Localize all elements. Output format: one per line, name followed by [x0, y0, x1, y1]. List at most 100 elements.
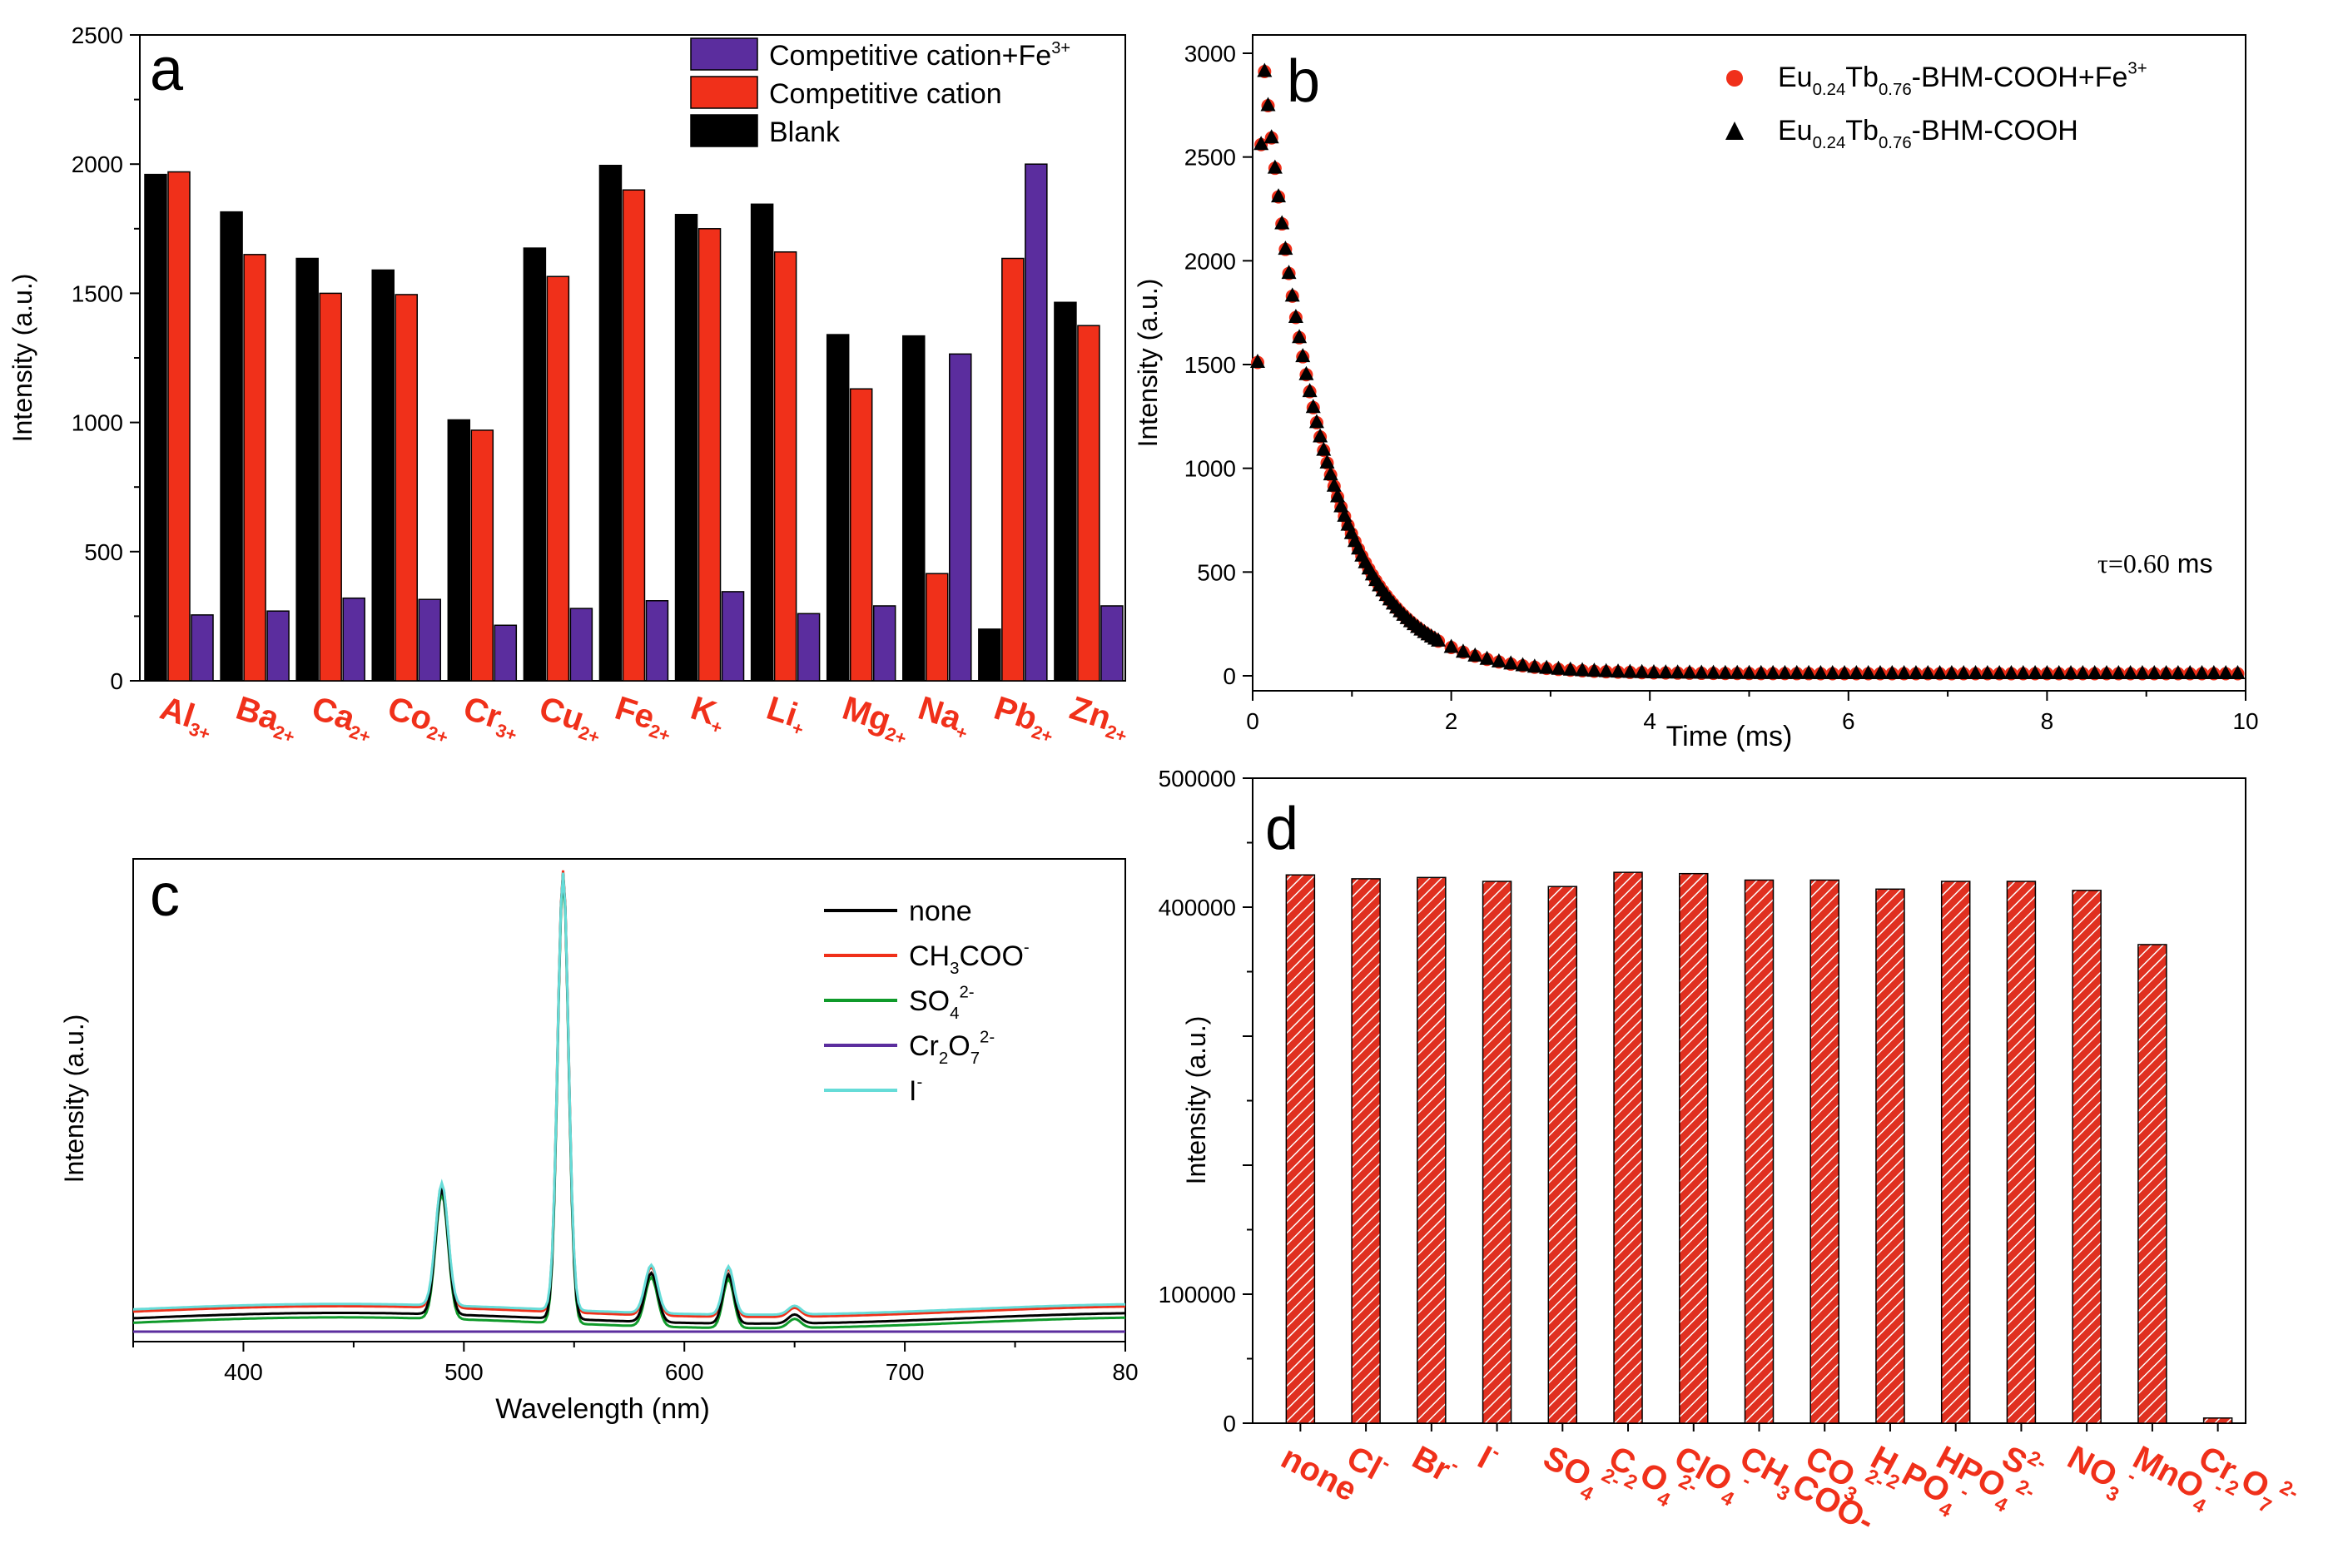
legend-label-part: 0.24 — [1813, 134, 1846, 152]
bar-black — [1054, 301, 1077, 682]
x-tick-label: 10 — [2232, 708, 2258, 734]
decay-point-black — [1622, 663, 1638, 678]
legend-text: Competitive cation — [769, 78, 1002, 110]
decay-point-black — [1694, 664, 1710, 679]
decay-point-black — [2122, 665, 2138, 680]
decay-point-black — [1551, 660, 1566, 675]
bar-red — [697, 228, 722, 682]
y-tick-label: 500 — [1197, 559, 1236, 585]
decay-point-black — [1302, 383, 1318, 398]
decay-point-black — [1526, 658, 1542, 673]
decay-point-black — [1908, 664, 1924, 679]
decay-point-black — [1896, 664, 1912, 679]
legend-label-part: Cr — [909, 1030, 939, 1062]
y-tick-label: 500000 — [1159, 766, 1236, 791]
decay-point-black — [1326, 477, 1342, 492]
bar-red — [622, 189, 646, 682]
bar-hatched — [1744, 879, 1775, 1424]
decay-point-black — [1634, 663, 1650, 678]
x-tick-label: 2 — [1445, 708, 1458, 734]
category-label: Cu2+ — [534, 690, 608, 748]
decay-point-black — [1849, 664, 1864, 679]
decay-point-black — [1992, 665, 2008, 680]
decay-point-black — [1801, 664, 1817, 679]
y-tick-label: 1000 — [1184, 456, 1236, 482]
bar-red — [1001, 257, 1025, 682]
y-tick-label: 500 — [84, 539, 123, 565]
y-tick-label: 0 — [1223, 663, 1236, 689]
decay-point-black — [1705, 664, 1721, 679]
panel-b: 0 500 1000 1500 2000 2500 3000 0 2 4 6 8 10 Time (ms)… — [1133, 34, 2259, 752]
tau-value: τ=0.60 — [2097, 548, 2170, 578]
category-label: Ca2+ — [306, 690, 379, 747]
y-axis-label: Intensity (a.u.) — [1133, 279, 1163, 448]
x-tick-label: 700 — [886, 1359, 925, 1385]
decay-point-black — [1968, 665, 1983, 680]
decay-point-black — [2098, 665, 2114, 680]
category-label: Br-​ — [1407, 1437, 1464, 1492]
legend-label-part: 2 — [939, 1049, 948, 1068]
decay-point-black — [2170, 665, 2186, 680]
panel-a: 0 500 1000 1500 2000 2500 Intensity (a.u.) Al3+… — [7, 22, 1135, 749]
legend-label-part: 7 — [970, 1049, 980, 1068]
decay-point-black — [1860, 664, 1876, 679]
legend-label-part: O — [948, 1030, 970, 1062]
decay-point-black — [1575, 662, 1591, 677]
bar-black — [371, 269, 395, 682]
tau-unit: ms — [2170, 548, 2213, 578]
decay-point-black — [1295, 348, 1311, 363]
legend-label: I-​ — [909, 1074, 922, 1107]
y-tick-label: 100000 — [1159, 1282, 1236, 1307]
bar-black — [674, 213, 698, 682]
bar-hatched — [2202, 1417, 2233, 1424]
decay-point-black — [1323, 466, 1338, 481]
decay-point-black — [1658, 664, 1674, 679]
decay-point-black — [1611, 663, 1626, 678]
tau-annotation: τ=0.60 ms — [2097, 548, 2212, 578]
panel-label: d — [1265, 796, 1298, 862]
decay-point-black — [2182, 665, 2198, 680]
legend-label-part: I — [909, 1075, 916, 1107]
bar-red — [546, 275, 570, 682]
bar-purple — [494, 624, 518, 682]
bar-hatched — [2072, 890, 2102, 1424]
legend-label: none — [909, 896, 972, 927]
bar-black — [220, 211, 243, 682]
x-tick-label: 600 — [665, 1359, 704, 1385]
bar-purple — [797, 613, 821, 682]
x-tick-label: 500 — [444, 1359, 484, 1385]
decay-point-black — [1278, 241, 1293, 256]
decay-point-black — [1292, 329, 1308, 344]
category-label-part: Br — [1407, 1439, 1457, 1489]
decay-point-black — [1503, 655, 1519, 670]
decay-point-black — [1562, 661, 1578, 676]
legend-label-part: 4 — [950, 1005, 959, 1023]
decay-point-black — [1717, 664, 1733, 679]
legend-label: Cr2​O7​2-​ — [909, 1029, 995, 1069]
y-tick-label: 3000 — [1184, 41, 1236, 67]
legend-text: Competitive cation+Fe — [769, 40, 1051, 72]
decay-point-black — [1263, 129, 1279, 144]
decay-point-black — [2111, 665, 2127, 680]
bar-red — [395, 294, 418, 682]
legend-label-part: 0.76 — [1879, 134, 1912, 152]
y-tick-label: 2000 — [1184, 248, 1236, 274]
y-tick-label: 400000 — [1159, 895, 1236, 920]
decay-point-black — [1956, 665, 1972, 680]
legend-label-part: 3+ — [2127, 60, 2147, 78]
decay-point-black — [1431, 632, 1447, 647]
bar-purple — [191, 614, 214, 682]
plot-frame — [1252, 34, 2246, 692]
category-label: Zn2+ — [1065, 690, 1135, 747]
x-tick-label: 80 — [1112, 1359, 1138, 1385]
legend-label-part: Eu — [1778, 115, 1813, 146]
y-tick-label: 0 — [110, 668, 123, 694]
decay-point-black — [2158, 665, 2174, 680]
bar-red — [926, 573, 949, 682]
decay-point-black — [1274, 215, 1290, 230]
decay-point-black — [2051, 665, 2067, 680]
y-tick-label: 2000 — [72, 151, 123, 177]
decay-point-black — [1479, 650, 1495, 665]
legend-swatch — [690, 37, 758, 71]
legend-label-part: 2- — [959, 984, 974, 1002]
